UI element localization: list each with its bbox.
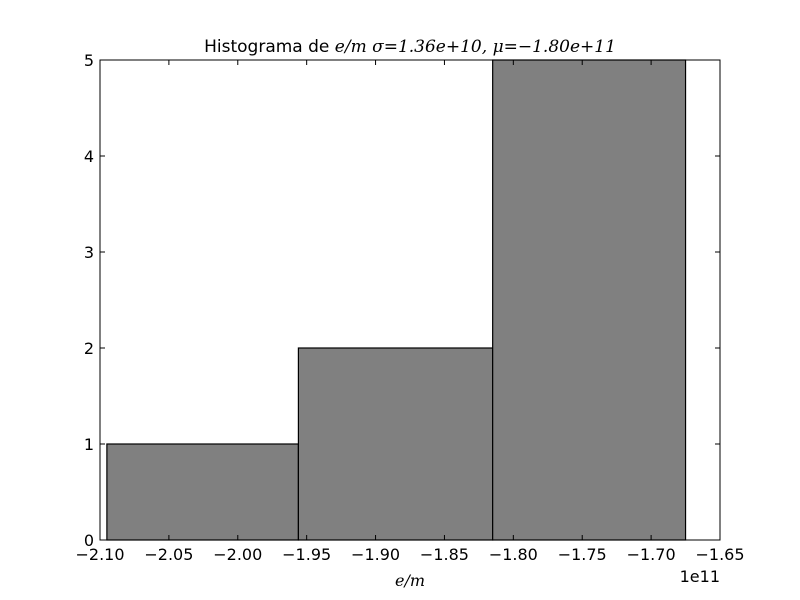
histogram-bar-1	[106, 443, 299, 541]
y-tick-label: 3	[84, 243, 94, 262]
y-tick-label: 5	[84, 51, 94, 70]
chart-title: Histograma de e/m σ=1.36e+10, μ=−1.80e+1…	[204, 37, 616, 57]
x-tick-label: −1.85	[420, 545, 469, 564]
histogram-bar-3	[492, 59, 687, 541]
axis-ticks	[99, 59, 721, 541]
histogram-bar-2	[297, 347, 494, 541]
x-tick-label: −1.95	[282, 545, 331, 564]
x-offset-label: 1e11	[680, 567, 720, 586]
x-tick-label: −2.10	[75, 545, 124, 564]
x-tick-label: −1.65	[695, 545, 744, 564]
x-tick-label: −1.75	[558, 545, 607, 564]
y-tick-labels: 0 1 2 3 4 5	[84, 51, 94, 550]
title-prefix: Histograma de	[204, 37, 329, 57]
x-tick-label: −1.90	[351, 545, 400, 564]
x-tick-label: −1.80	[489, 545, 538, 564]
x-tick-label: −2.00	[213, 545, 262, 564]
histogram-bars	[106, 59, 687, 541]
title-sigma: σ=1.36e+10,	[372, 37, 487, 57]
plot-frame	[99, 59, 721, 541]
x-tick-label: −1.70	[627, 545, 676, 564]
y-tick-label: 1	[84, 435, 94, 454]
x-tick-label: −2.05	[144, 545, 193, 564]
y-tick-label: 2	[84, 339, 94, 358]
x-tick-labels: −2.10 −2.05 −2.00 −1.95 −1.90 −1.85 −1.80 −1.75…	[75, 545, 744, 564]
y-tick-label: 4	[84, 147, 94, 166]
x-axis-label: e/m	[395, 571, 425, 590]
title-mu: μ=−1.80e+11	[493, 37, 616, 57]
title-variable: e/m	[335, 37, 367, 57]
y-tick-label: 0	[84, 531, 94, 550]
